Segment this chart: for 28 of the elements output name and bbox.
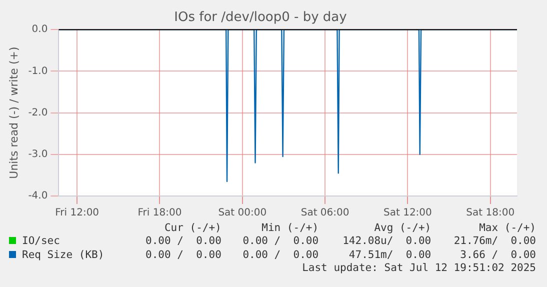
text: Last update: Sat Jul 12 19:51:02 2025 xyxy=(301,262,537,274)
legend-label: IO/sec xyxy=(21,234,61,248)
y-tick-label: -1.0 xyxy=(28,66,48,77)
text: 47.51m/ 0.00 xyxy=(348,248,432,262)
text: 0.00 / 0.00 xyxy=(242,248,320,262)
y-tick-label: -4.0 xyxy=(28,190,48,202)
x-tick-label: Sat 06:00 xyxy=(300,208,350,219)
x-tick-label: Sat 00:00 xyxy=(218,208,267,219)
y-tick-label: -3.0 xyxy=(28,148,48,160)
x-tick-label: Fri 12:00 xyxy=(55,208,100,219)
legend-label: Req Size (KB) xyxy=(21,248,106,262)
x-tick-label: Sat 18:00 xyxy=(466,208,515,219)
text: Max (-/+) xyxy=(478,222,537,234)
text: 142.08u/ 0.00 xyxy=(342,234,432,248)
text: Cur (-/+) xyxy=(163,222,222,234)
text: 3.66 / 0.00 xyxy=(459,248,537,262)
y-tick-label: -2.0 xyxy=(28,107,48,118)
y-axis-title: Units read (-) / write (+) xyxy=(7,46,20,179)
x-tick-label: Fri 18:00 xyxy=(138,208,182,219)
y-tick-label: 0.0 xyxy=(32,24,48,36)
text: 21.76m/ 0.00 xyxy=(452,234,537,248)
text: 0.00 / 0.00 xyxy=(242,234,320,248)
text: 0.00 / 0.00 xyxy=(144,248,222,262)
text: Avg (-/+) xyxy=(373,222,432,234)
text: 0.00 / 0.00 xyxy=(144,234,222,248)
chart-title: IOs for /dev/loop0 - by day xyxy=(174,10,348,26)
text: Min (-/+) xyxy=(260,222,320,234)
x-tick-label: Sat 12:00 xyxy=(384,208,432,219)
